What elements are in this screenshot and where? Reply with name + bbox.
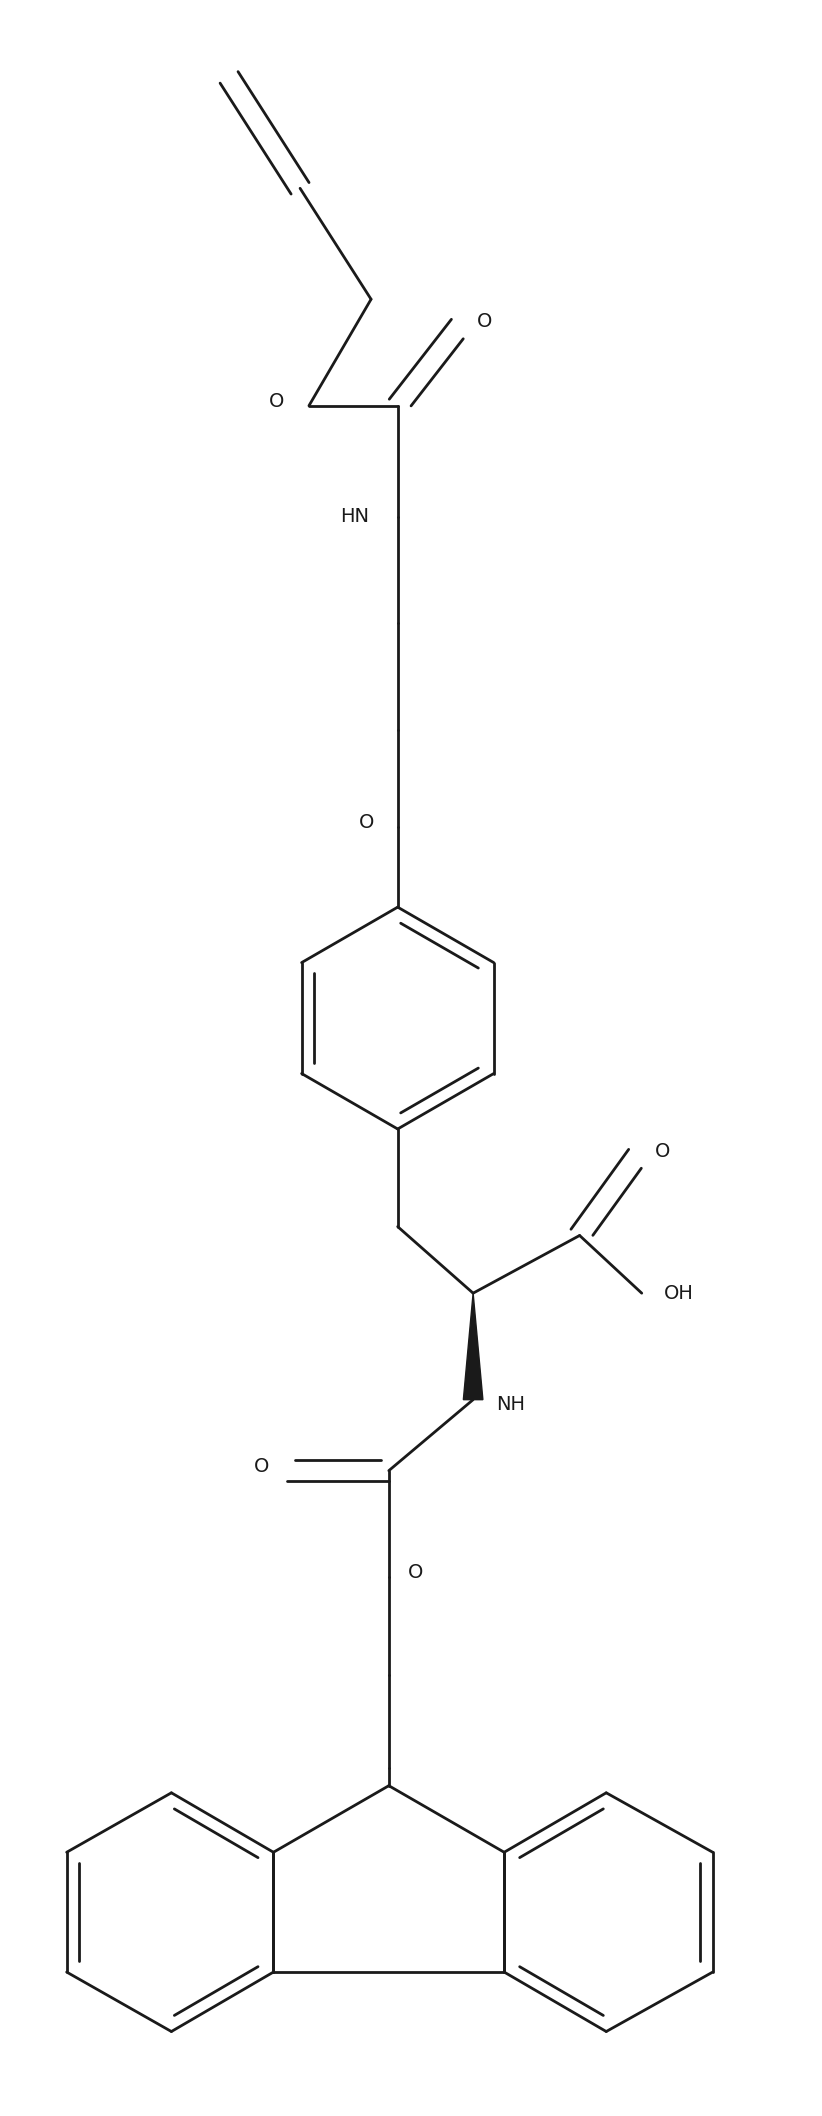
Text: O: O [254, 1456, 270, 1475]
Text: HN: HN [340, 508, 370, 527]
Text: NH: NH [496, 1394, 525, 1413]
Text: O: O [477, 311, 492, 330]
Text: O: O [359, 813, 374, 832]
Text: O: O [270, 391, 284, 411]
Text: O: O [408, 1564, 423, 1583]
Polygon shape [464, 1293, 483, 1399]
Text: OH: OH [664, 1284, 694, 1303]
Text: O: O [654, 1143, 670, 1162]
